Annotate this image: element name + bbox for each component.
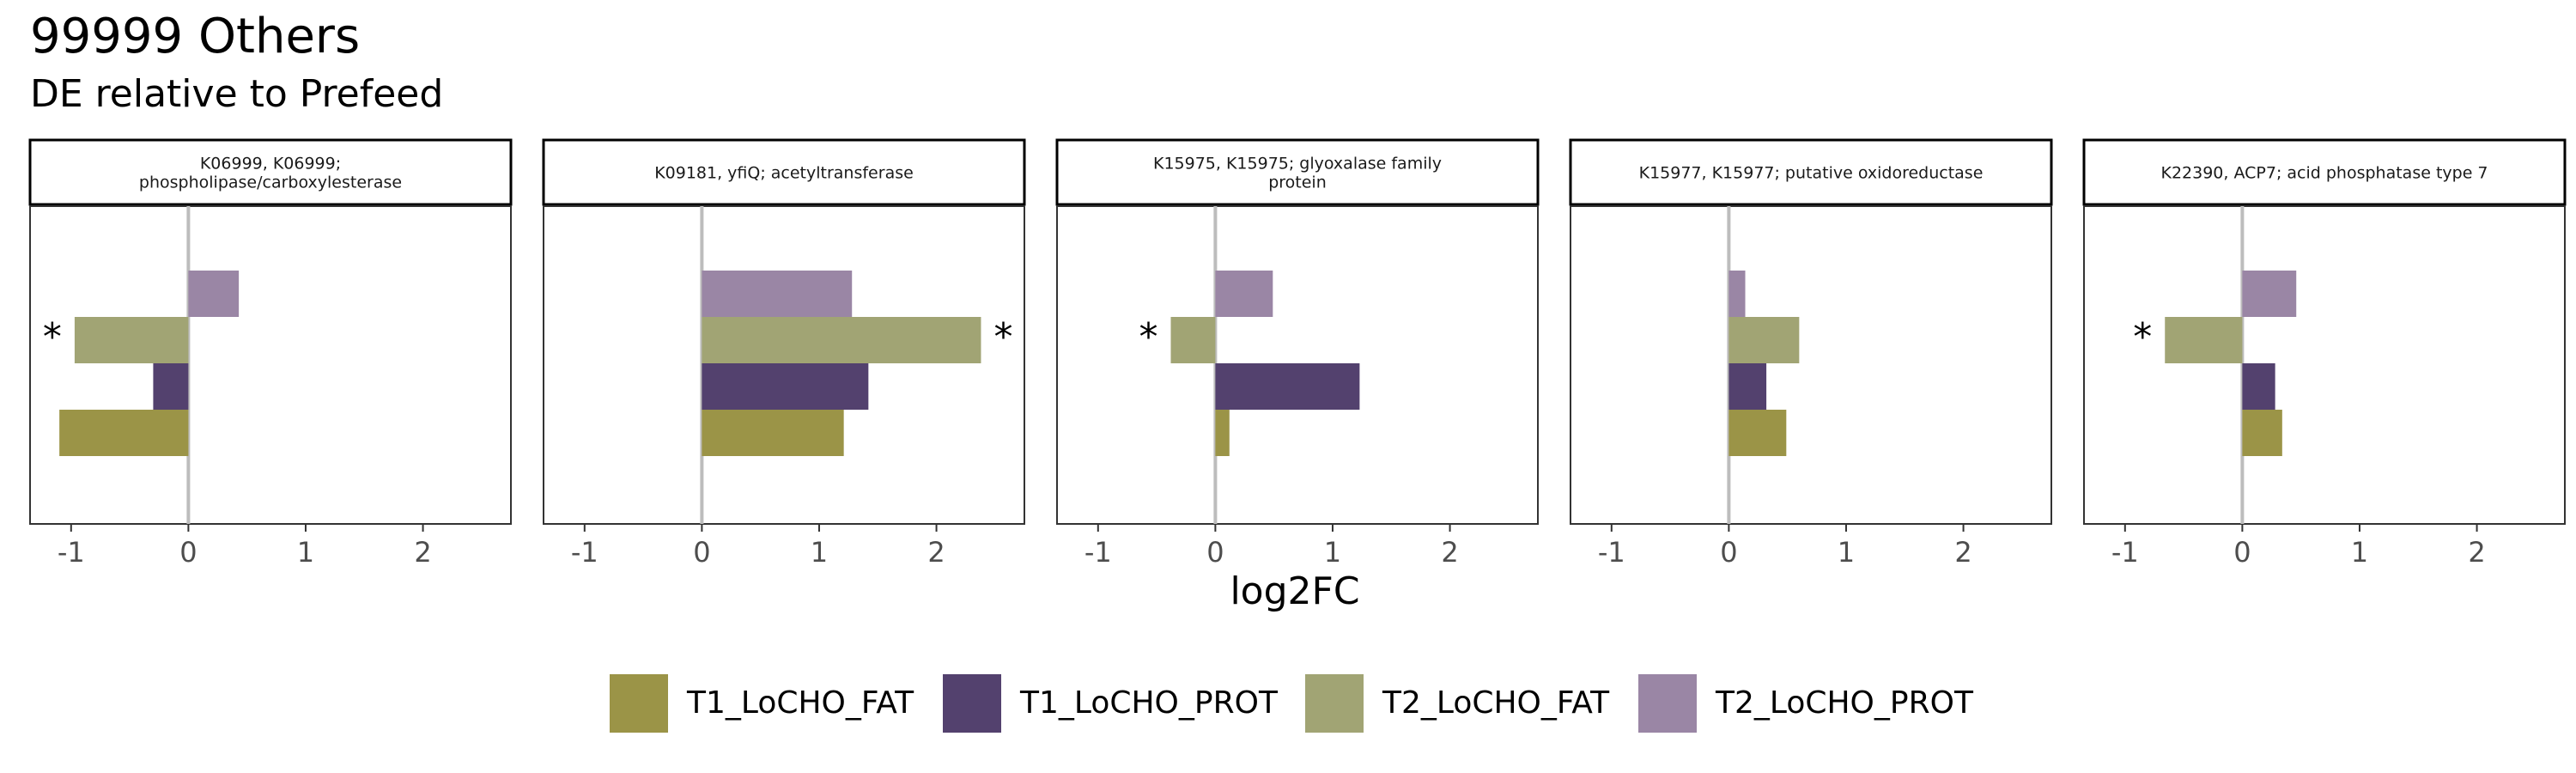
- bar-t1-locho-fat: [1215, 410, 1230, 456]
- facet-strip: [2082, 138, 2567, 206]
- bar-t1-locho-prot: [2242, 363, 2275, 410]
- x-tick-label: -1: [571, 536, 598, 569]
- legend-label: T1_LoCHO_FAT: [687, 685, 914, 721]
- legend-label: T2_LoCHO_FAT: [1382, 685, 1610, 721]
- legend-swatch: [943, 674, 1001, 733]
- significance-marker: *: [993, 315, 1012, 359]
- bar-t2-locho-prot: [188, 271, 240, 317]
- legend-swatch: [1638, 674, 1697, 733]
- x-tick-label: -1: [58, 536, 85, 569]
- x-tick-label: -1: [1598, 536, 1625, 569]
- bar-t1-locho-prot: [1215, 363, 1360, 410]
- panel-border: [29, 205, 512, 525]
- x-tick-label: -1: [1084, 536, 1112, 569]
- legend-label: T1_LoCHO_PROT: [1020, 685, 1278, 721]
- x-tick-label: 1: [2351, 536, 2368, 569]
- facet-label: K06999, K06999; phospholipase/carboxylest…: [139, 155, 402, 192]
- significance-marker: *: [2133, 315, 2152, 359]
- facet-label: K15975, K15975; glyoxalase family protein: [1153, 155, 1442, 192]
- x-tick-label: 1: [811, 536, 828, 569]
- x-tick-label: 2: [1954, 536, 1971, 569]
- bar-t2-locho-prot: [1215, 271, 1273, 317]
- x-tick-label: 2: [414, 536, 431, 569]
- significance-marker: *: [43, 315, 62, 359]
- facet-strip: [28, 138, 513, 206]
- bar-t2-locho-fat: [702, 317, 981, 363]
- facet-strip: [1569, 138, 2053, 206]
- facet-panel: K06999, K06999; phospholipase/carboxylest…: [28, 138, 513, 569]
- bar-t1-locho-prot: [1728, 363, 1767, 410]
- legend: T1_LoCHO_FAT T1_LoCHO_PROT T2_LoCHO_FAT T2_…: [0, 670, 2576, 733]
- x-tick-label: 0: [179, 536, 197, 569]
- x-tick-label: 2: [1441, 536, 1458, 569]
- significance-marker: *: [1139, 315, 1157, 359]
- bar-t2-locho-fat: [74, 317, 189, 363]
- facet-panel: K15977, K15977; putative oxidoreductase -…: [1569, 138, 2053, 569]
- bar-t2-locho-prot: [702, 271, 853, 317]
- x-tick-label: 1: [297, 536, 314, 569]
- x-tick-label: 1: [1324, 536, 1341, 569]
- bar-t1-locho-prot: [702, 363, 869, 410]
- x-tick-label: 2: [927, 536, 945, 569]
- chart-subtitle: DE relative to Prefeed: [30, 72, 444, 116]
- x-tick-label: -1: [2111, 536, 2139, 569]
- bar-t1-locho-fat: [2242, 410, 2282, 456]
- x-tick-label: 0: [693, 536, 710, 569]
- bar-t1-locho-fat: [59, 410, 189, 456]
- x-tick-label: 0: [1206, 536, 1224, 569]
- legend-label: T2_LoCHO_PROT: [1716, 685, 1973, 721]
- chart-title: 99999 Others: [30, 9, 361, 64]
- facet-label: K15977, K15977; putative oxidoreductase: [1639, 164, 1984, 183]
- bar-t1-locho-fat: [702, 410, 844, 456]
- x-tick-label: 1: [1838, 536, 1855, 569]
- facet-panel: K15975, K15975; glyoxalase family protein…: [1055, 138, 1540, 569]
- facet-strip: [1055, 138, 1540, 206]
- bar-t2-locho-fat: [1170, 317, 1216, 363]
- bar-t2-locho-prot: [1728, 271, 1746, 317]
- facet-label: K09181, yfiQ; acetyltransferase: [654, 164, 914, 183]
- bar-t2-locho-prot: [2242, 271, 2297, 317]
- x-tick-label: 2: [2468, 536, 2485, 569]
- legend-swatch: [610, 674, 668, 733]
- panel-border: [1570, 205, 2052, 525]
- faceted-bar-chart: K06999, K06999; phospholipase/carboxylest…: [28, 138, 2567, 613]
- facet-strip: [542, 138, 1026, 206]
- facet-label: K22390, ACP7; acid phosphatase type 7: [2160, 164, 2488, 183]
- facet-panel: K22390, ACP7; acid phosphatase type 7 * -1…: [2082, 138, 2567, 569]
- panel-border: [2083, 205, 2566, 525]
- bar-t1-locho-fat: [1728, 410, 1787, 456]
- x-tick-label: 0: [1720, 536, 1737, 569]
- x-axis-label: log2FC: [1230, 569, 1359, 613]
- bar-t1-locho-prot: [153, 363, 189, 410]
- bar-t2-locho-fat: [2165, 317, 2243, 363]
- chart-panels: K06999, K06999; phospholipase/carboxylest…: [28, 138, 2567, 569]
- bar-t2-locho-fat: [1728, 317, 1800, 363]
- legend-swatch: [1305, 674, 1364, 733]
- facet-panel: K09181, yfiQ; acetyltransferase * -1 0 1 2: [542, 138, 1026, 569]
- x-tick-label: 0: [2233, 536, 2251, 569]
